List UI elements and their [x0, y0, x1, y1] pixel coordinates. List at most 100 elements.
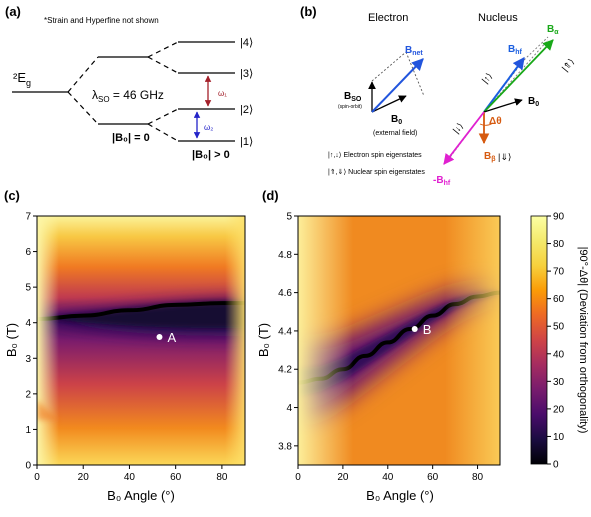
zeeman-dashed-3	[147, 56, 179, 74]
plot-frame-c	[36, 215, 246, 466]
y-tick-label-c: 7	[25, 212, 31, 223]
neg-bhf-label: -Bhf	[433, 175, 451, 187]
colorbar-tick-label: 30	[553, 377, 565, 388]
bhf-vector	[483, 57, 525, 113]
colorbar-tick-label: 40	[553, 349, 565, 360]
y-tick-label-d: 4.2	[278, 365, 292, 376]
x-axis-label-c: B₀ Angle (°)	[107, 488, 175, 503]
x-tick-label-c: 60	[170, 472, 182, 483]
y-tick-label-c: 6	[25, 247, 31, 258]
y-tick-label-d: 4	[286, 403, 292, 414]
colorbar-tick-label: 20	[553, 404, 565, 415]
legend-nuclear-states: |⇑,⇓⟩ Nuclear spin eigenstates	[328, 168, 425, 176]
plot-frame-d	[297, 215, 501, 466]
zeeman-dashed-4	[147, 41, 179, 58]
point-a	[156, 333, 163, 340]
colorbar-tick-label: 60	[553, 294, 565, 305]
y-tick-label-c: 3	[25, 354, 31, 365]
bnet-label: Bnet	[405, 45, 423, 57]
bso-label: BSO	[344, 91, 362, 103]
nucleus-ket-nuc-up: |⇑⟩	[560, 57, 576, 74]
x-tick-label-c: 80	[216, 472, 228, 483]
split-upper-dashed	[67, 56, 99, 93]
x-tick-label-d: 80	[472, 472, 484, 483]
colorbar-tick-label: 80	[553, 239, 565, 250]
legend-electron-states: |↑,↓⟩ Electron spin eigenstates	[328, 151, 422, 159]
dtheta-label: Δθ	[489, 116, 502, 127]
y-tick-label-d: 4.4	[278, 326, 292, 337]
neg-bhf-vector	[443, 111, 485, 165]
colorbar-gradient	[530, 215, 548, 465]
x-tick-label-d: 0	[295, 472, 301, 483]
point-a-label: A	[167, 330, 176, 345]
b0-note: (external field)	[373, 130, 417, 137]
zero-deviation-curve-c	[37, 301, 245, 322]
colorbar-tick-label: 50	[553, 322, 565, 333]
panel-c: (c) 0 20 40 60 80 0 1 2 3 4 5 6 7 A B₀ Angle (°) B₀ …	[4, 188, 246, 503]
nucleus-ket-down: |↓⟩	[451, 121, 465, 135]
nucleus-guide-2	[523, 36, 549, 61]
axes-d: 0 20 40 60 80 3.8 4 4.2 4.4 4.6 4.8 5	[278, 212, 483, 484]
y-tick-label-d: 4.8	[278, 250, 292, 261]
b0-nucleus-label: B0	[528, 96, 539, 108]
y-axis-label-d: B₀ (T)	[256, 323, 271, 357]
lambda-so-label: λSO = 46 GHz	[92, 88, 164, 104]
nucleus-title: Nucleus	[478, 12, 518, 24]
panel-a: (a) *Strain and Hyperfine not shown ²Eg …	[5, 4, 253, 161]
balpha-label: Bα	[547, 24, 559, 36]
point-b	[411, 326, 418, 333]
balpha-vector	[483, 39, 554, 113]
colorbar-tick-label: 70	[553, 267, 565, 278]
colorbar-tick-label: 90	[553, 212, 565, 223]
y-tick-label-c: 0	[25, 461, 31, 472]
electron-title: Electron	[368, 12, 408, 24]
zeeman-dashed-1	[147, 123, 179, 142]
panel-b: (b) Electron Nucleus Bnet BSO (spin-orbi…	[300, 4, 576, 187]
y-tick-label-c: 5	[25, 283, 31, 294]
heatmap-c	[37, 216, 245, 465]
nucleus-ket-up: |↑⟩	[480, 71, 494, 85]
y-axis-label-c: B₀ (T)	[4, 323, 19, 357]
axes-c: 0 20 40 60 80 0 1 2 3 4 5 6 7	[25, 212, 227, 484]
level-3-label: |3⟩	[240, 68, 253, 80]
split-lower-dashed	[67, 91, 99, 125]
level-2-label: |2⟩	[240, 104, 253, 116]
b0-electron-label: B0	[391, 114, 402, 126]
colorbar: 0 10 20 30 40 50 60 70 80 90 |90°-Δθ| (Deviation …	[530, 212, 589, 471]
panel-b-label: (b)	[300, 4, 317, 19]
panel-d: (d) 0 20 40 60 80 3.8 4 4.2 4.4 4.6 4.8 5 B B₀ Angl…	[256, 188, 501, 503]
bbeta-label: Bβ	[484, 151, 496, 163]
point-b-label: B	[423, 322, 432, 337]
colorbar-tick-label: 0	[553, 460, 559, 471]
zero-field-label: |B₀| = 0	[112, 132, 150, 144]
zeeman-dashed-2	[147, 108, 179, 125]
x-tick-label-d: 40	[382, 472, 394, 483]
y-tick-label-d: 4.6	[278, 288, 292, 299]
colorbar-tick-label: 10	[553, 432, 565, 443]
electron-parallelogram-top	[371, 51, 407, 82]
dtheta-arc	[479, 122, 494, 126]
nonzero-field-label: |B₀| > 0	[192, 149, 230, 161]
y-tick-label-c: 2	[25, 389, 31, 400]
x-tick-label-c: 0	[34, 472, 40, 483]
x-tick-label-d: 20	[337, 472, 349, 483]
panel-c-label: (c)	[4, 188, 20, 203]
x-tick-label-c: 40	[124, 472, 136, 483]
y-tick-label-d: 5	[286, 212, 292, 223]
ground-state-label: ²Eg	[13, 70, 31, 88]
b0-vector-electron	[371, 95, 407, 113]
panel-a-label: (a)	[5, 4, 21, 19]
bso-note: (spin-orbit)	[338, 104, 362, 110]
x-tick-label-c: 20	[78, 472, 90, 483]
colorbar-label: |90°-Δθ| (Deviation from orthogonality)	[577, 247, 589, 434]
level-1-label: |1⟩	[240, 136, 253, 148]
y-tick-label-d: 3.8	[278, 441, 292, 452]
y-tick-label-c: 4	[25, 318, 31, 329]
level-4-label: |4⟩	[240, 37, 253, 49]
bnet-vector	[371, 58, 424, 113]
y-tick-label-c: 1	[25, 425, 31, 436]
x-tick-label-d: 60	[427, 472, 439, 483]
nucleus-ket-nuc-down: |⇓⟩	[498, 152, 511, 162]
panel-a-note: *Strain and Hyperfine not shown	[44, 16, 159, 25]
